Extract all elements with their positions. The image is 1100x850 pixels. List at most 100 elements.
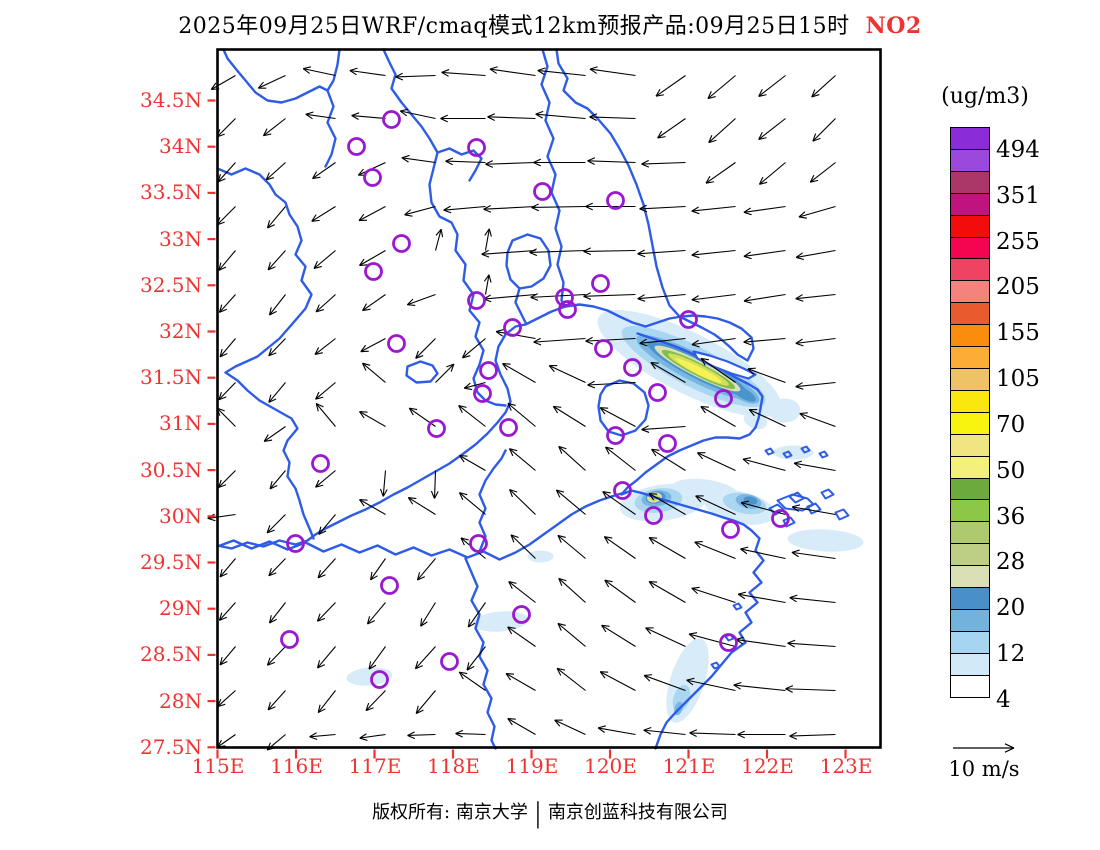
- wind-arrow-head: [657, 136, 666, 139]
- wind-arrow-head: [604, 536, 613, 539]
- legend-colorbar: [950, 127, 990, 698]
- wind-arrow-head: [365, 702, 370, 711]
- wind-arrow-head: [789, 735, 798, 740]
- map-boundary-line: [216, 167, 315, 540]
- footer-right: 南京创蓝科技有限公司: [547, 802, 728, 823]
- wind-arrow-head: [400, 108, 409, 112]
- wind-arrow: [707, 75, 736, 100]
- wind-arrow-head: [264, 439, 273, 442]
- wind-arrow-head: [700, 358, 706, 366]
- map-boundary-line: [216, 492, 623, 561]
- wind-arrow-head: [691, 254, 700, 259]
- wind-arrow: [268, 558, 286, 577]
- wind-arrow-head: [602, 491, 611, 494]
- lat-tick-label: 28N: [159, 688, 202, 713]
- wind-arrow-head: [382, 489, 388, 497]
- wind-arrow-head: [758, 176, 764, 185]
- wind-arrow: [758, 118, 786, 140]
- wind-arrow-head: [362, 308, 371, 312]
- wind-arrow-head: [533, 341, 542, 346]
- legend-color-swatch: [950, 587, 990, 610]
- wind-arrow-head: [649, 536, 658, 539]
- wind-arrow-head: [440, 114, 448, 119]
- wind-arrow: [558, 446, 586, 471]
- lake-outline: [405, 360, 439, 384]
- wind-arrow: [735, 638, 786, 648]
- wind-arrow: [216, 206, 236, 226]
- wind-arrow: [533, 337, 586, 343]
- map-boundary-line: [324, 89, 337, 168]
- wind-arrow: [743, 205, 786, 213]
- city-marker: [594, 339, 613, 358]
- wind-arrow-head: [395, 72, 403, 78]
- legend-color-swatch: [950, 477, 990, 501]
- wind-arrow: [370, 558, 386, 581]
- wind-arrow-head: [583, 250, 592, 256]
- wind-arrow-head: [445, 157, 454, 162]
- wind-arrow-head: [318, 530, 327, 535]
- wind-arrow: [558, 578, 586, 603]
- lat-tick-label: 31N: [159, 411, 202, 436]
- wind-arrow-head: [637, 298, 646, 302]
- wind-arrow-head: [257, 81, 264, 89]
- wind-arrow-head: [362, 303, 368, 311]
- lon-tick-label: 122E: [741, 754, 794, 778]
- city-marker: [347, 137, 366, 156]
- wind-arrow-head: [305, 111, 314, 115]
- wind-arrow: [268, 382, 286, 403]
- wind-arrow: [269, 602, 286, 624]
- wind-arrow-head: [787, 642, 795, 648]
- wind-arrow: [655, 75, 686, 97]
- wind-arrow-head: [691, 295, 699, 301]
- wind-arrow-head: [407, 497, 414, 505]
- city-marker: [721, 520, 740, 539]
- wind-arrow-head: [641, 159, 649, 165]
- wind-arrow: [313, 250, 336, 269]
- wind-arrow-head: [481, 249, 489, 255]
- wind-arrow-head: [315, 403, 324, 408]
- wind-arrow-head: [740, 502, 748, 509]
- wind-arrow-head: [303, 66, 312, 70]
- wind-arrow-head: [733, 684, 741, 690]
- wind-arrow: [641, 161, 686, 165]
- wind-arrow-head: [440, 229, 444, 238]
- wind-arrow-head: [743, 341, 752, 346]
- wind-arrow: [362, 294, 386, 312]
- wind-arrow-head: [483, 208, 492, 213]
- wind-arrow-head: [219, 661, 228, 666]
- wind-arrow: [509, 489, 536, 515]
- wind-arrow-head: [269, 481, 273, 490]
- wind-arrow-head: [651, 448, 660, 451]
- wind-arrow: [747, 368, 786, 384]
- wind-arrow-head: [691, 210, 700, 215]
- wind-arrow: [219, 338, 236, 358]
- wind-arrow-head: [637, 294, 645, 300]
- wind-arrow-head: [404, 214, 413, 217]
- island-outline: [710, 661, 721, 670]
- wind-arrow-head: [487, 116, 495, 121]
- wind-arrow-head: [218, 262, 222, 271]
- city-marker: [503, 318, 522, 337]
- wind-arrow-head: [557, 534, 566, 538]
- legend-color-swatch: [950, 324, 990, 348]
- wind-arrow: [317, 646, 336, 669]
- wind-arrow-head: [597, 727, 605, 733]
- wind-arrow: [217, 734, 236, 748]
- wind-arrow-head: [312, 176, 321, 180]
- wind-arrow-head: [641, 163, 650, 168]
- wind-arrow-head: [791, 549, 800, 553]
- wind-arrow: [795, 293, 836, 300]
- no2-plume: [743, 411, 768, 430]
- wind-arrow-head: [585, 202, 593, 207]
- wind-arrow-head: [414, 660, 419, 669]
- wind-arrow: [749, 409, 786, 427]
- wind-arrow: [686, 679, 736, 692]
- legend-color-swatch: [950, 499, 990, 523]
- wind-arrow-head: [743, 300, 752, 304]
- wind-arrow-head: [645, 627, 652, 635]
- city-marker: [311, 454, 330, 473]
- wind-arrow-head: [265, 172, 270, 181]
- city-marker: [440, 652, 459, 671]
- legend-value: 105: [996, 366, 1040, 393]
- legend-value: 155: [996, 320, 1040, 347]
